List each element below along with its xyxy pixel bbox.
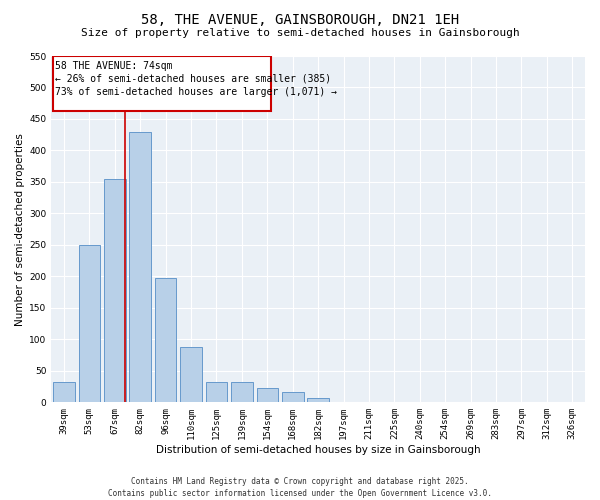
Bar <box>155 278 176 402</box>
Bar <box>130 132 151 402</box>
Bar <box>282 392 304 402</box>
FancyBboxPatch shape <box>53 56 271 112</box>
Bar <box>79 245 100 402</box>
Text: 58, THE AVENUE, GAINSBOROUGH, DN21 1EH: 58, THE AVENUE, GAINSBOROUGH, DN21 1EH <box>141 12 459 26</box>
Text: 58 THE AVENUE: 74sqm: 58 THE AVENUE: 74sqm <box>55 61 173 71</box>
Bar <box>257 388 278 402</box>
X-axis label: Distribution of semi-detached houses by size in Gainsborough: Distribution of semi-detached houses by … <box>156 445 481 455</box>
Bar <box>180 347 202 403</box>
Text: 73% of semi-detached houses are larger (1,071) →: 73% of semi-detached houses are larger (… <box>55 88 337 98</box>
Bar <box>231 382 253 402</box>
Bar <box>307 398 329 402</box>
Bar <box>104 179 125 402</box>
Text: Contains HM Land Registry data © Crown copyright and database right 2025.
Contai: Contains HM Land Registry data © Crown c… <box>108 476 492 498</box>
Text: ← 26% of semi-detached houses are smaller (385): ← 26% of semi-detached houses are smalle… <box>55 74 331 84</box>
Text: Size of property relative to semi-detached houses in Gainsborough: Size of property relative to semi-detach… <box>80 28 520 38</box>
Y-axis label: Number of semi-detached properties: Number of semi-detached properties <box>15 132 25 326</box>
Bar <box>53 382 75 402</box>
Bar <box>206 382 227 402</box>
